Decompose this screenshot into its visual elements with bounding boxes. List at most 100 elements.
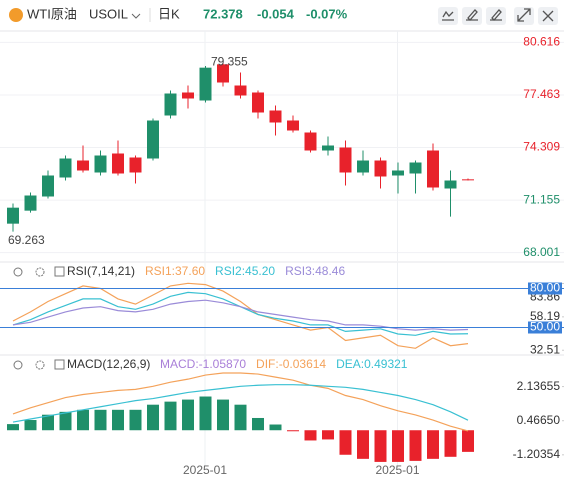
- eye-icon[interactable]: [13, 360, 23, 370]
- macd-bar: [322, 430, 334, 440]
- candle-body: [252, 92, 264, 113]
- candle-body: [59, 158, 72, 178]
- macd-bar: [269, 424, 282, 431]
- y-tick-label: 80.616: [523, 35, 560, 49]
- change: -0.054: [257, 6, 295, 21]
- legend-entry: DEA:0.49321: [336, 357, 408, 371]
- candle-body: [24, 195, 37, 211]
- candle-body: [322, 145, 334, 151]
- macd-title: MACD(12,26,9): [67, 357, 150, 371]
- candle-body: [427, 150, 439, 188]
- rsi-line: [12, 282, 469, 349]
- tool-button[interactable]: [438, 7, 458, 25]
- macd-bar: [129, 409, 142, 431]
- period[interactable]: 日K: [158, 6, 180, 21]
- macd-bar: [234, 404, 247, 431]
- candle-body: [339, 147, 352, 173]
- legend-entry: DIF:-0.03614: [256, 357, 326, 371]
- macd-bar: [374, 430, 387, 462]
- y-tick-label: 50.00: [530, 320, 560, 334]
- macd-bar: [287, 430, 299, 432]
- candle-body: [164, 93, 177, 116]
- tick-box: [528, 321, 562, 334]
- y-tick-label: 58.19: [530, 309, 560, 323]
- legend-entry: RSI1:37.60: [145, 264, 205, 278]
- tool-icon: [517, 8, 531, 22]
- tool-icon: [466, 9, 478, 21]
- change-pct: -0.07%: [306, 6, 348, 21]
- candle-body: [77, 160, 89, 171]
- y-tick-label: 68.001: [523, 245, 560, 259]
- macd-bar: [24, 420, 37, 431]
- eye-icon[interactable]: [13, 267, 23, 277]
- tool-button[interactable]: [514, 7, 534, 25]
- candle-body: [462, 179, 474, 181]
- macd-bar: [164, 401, 177, 431]
- candle-body: [7, 207, 19, 224]
- macd-bar: [77, 409, 89, 431]
- macd-bar: [462, 430, 474, 452]
- tool-icon: [442, 10, 454, 21]
- macd-bar: [7, 424, 19, 431]
- y-tick-label: 71.155: [523, 192, 560, 206]
- macd-bar: [427, 430, 439, 459]
- macd-line: [12, 372, 469, 432]
- x-tick-label: 2025-01: [375, 463, 419, 477]
- candle-body: [199, 67, 212, 101]
- macd-bar: [357, 430, 369, 459]
- candle-body: [94, 155, 107, 173]
- macd-bar: [112, 409, 124, 431]
- legend-entry: RSI2:45.20: [215, 264, 275, 278]
- y-tick-label: 77.463: [523, 87, 560, 101]
- legend-entry: MACD:-1.05870: [160, 357, 246, 371]
- tick-box: [528, 282, 562, 295]
- macd-header: MACD(12,26,9): [13, 357, 150, 371]
- tool-icon: [490, 9, 502, 21]
- tool-icon: [542, 10, 554, 22]
- macd-bar: [182, 399, 194, 431]
- candle-body: [304, 132, 317, 151]
- macd-bar: [392, 430, 404, 462]
- candle-body: [129, 157, 142, 173]
- macd-bar: [59, 411, 72, 431]
- candle-body: [444, 180, 457, 189]
- tool-button[interactable]: [486, 7, 506, 25]
- macd-bar: [339, 430, 352, 455]
- rsi-title: RSI(7,14,21): [67, 264, 135, 278]
- candle-body: [217, 64, 229, 83]
- macd-bar: [444, 430, 457, 457]
- macd-bar: [147, 404, 159, 431]
- y-tick-label: 74.309: [523, 140, 560, 154]
- max-label: 79.355: [211, 55, 248, 69]
- candle-body: [374, 160, 387, 177]
- y-tick-label: 2.13655: [517, 379, 561, 393]
- code: USOIL: [89, 6, 128, 21]
- rsi-header: RSI(7,14,21): [13, 264, 135, 278]
- candle-body: [409, 162, 422, 174]
- macd-bar: [42, 414, 54, 431]
- box-icon[interactable]: [54, 266, 65, 277]
- candle-body: [287, 120, 299, 131]
- symbol-icon: [9, 8, 23, 22]
- x-tick-label: 2025-01: [183, 463, 227, 477]
- legend-entry: RSI3:48.46: [285, 264, 345, 278]
- dropdown-icon[interactable]: [131, 13, 141, 19]
- y-tick-label: -1.20354: [513, 447, 561, 461]
- box-icon[interactable]: [54, 359, 65, 370]
- gear-icon[interactable]: [35, 267, 45, 277]
- min-label: 69.263: [8, 233, 45, 247]
- tool-button[interactable]: [462, 7, 482, 25]
- candle-body: [357, 160, 369, 173]
- price: 72.378: [203, 6, 243, 21]
- macd-bar: [217, 399, 229, 431]
- macd-bar: [304, 430, 317, 441]
- macd-bar: [409, 430, 422, 461]
- y-tick-label: 0.46650: [517, 413, 561, 427]
- macd-bar: [199, 396, 212, 431]
- macd-line: [12, 384, 469, 423]
- candle-body: [42, 175, 54, 197]
- y-tick-label: 80.00: [530, 281, 560, 295]
- gear-icon[interactable]: [35, 360, 45, 370]
- y-tick-label: 32.51: [530, 342, 560, 356]
